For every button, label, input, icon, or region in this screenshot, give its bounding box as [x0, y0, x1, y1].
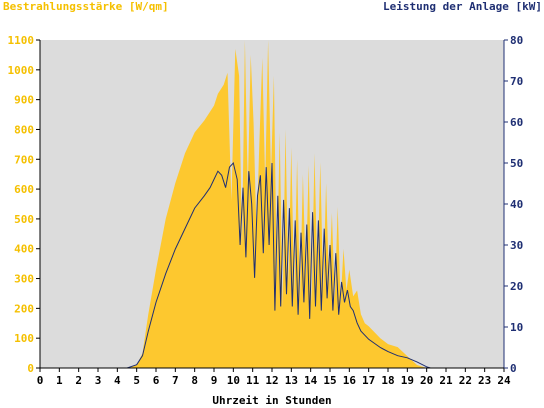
y-left-tick-label: 900 [14, 94, 34, 107]
x-tick-label: 0 [37, 374, 44, 387]
y-left-tick-label: 400 [14, 243, 34, 256]
x-tick-label: 23 [478, 374, 491, 387]
x-tick-label: 8 [191, 374, 198, 387]
x-tick-label: 10 [227, 374, 240, 387]
x-tick-label: 18 [381, 374, 394, 387]
y-left-tick-label: 1000 [8, 64, 35, 77]
x-tick-label: 7 [172, 374, 179, 387]
y-right-tick-label: 80 [510, 34, 523, 47]
x-axis-title: Uhrzeit in Stunden [212, 394, 332, 407]
x-tick-label: 17 [362, 374, 375, 387]
x-tick-label: 24 [497, 374, 511, 387]
x-tick-label: 13 [285, 374, 298, 387]
x-tick-label: 22 [459, 374, 472, 387]
y-left-tick-label: 0 [27, 362, 34, 375]
y-right-tick-label: 0 [510, 362, 517, 375]
y-left-tick-label: 700 [14, 153, 34, 166]
y-right-tick-label: 30 [510, 239, 523, 252]
x-tick-label: 21 [439, 374, 453, 387]
y-right-tick-label: 40 [510, 198, 523, 211]
x-tick-label: 14 [304, 374, 318, 387]
x-tick-label: 6 [153, 374, 160, 387]
y-right-tick-label: 10 [510, 321, 523, 334]
x-tick-label: 15 [323, 374, 336, 387]
y-right-tick-label: 20 [510, 280, 523, 293]
x-tick-label: 1 [56, 374, 63, 387]
x-tick-label: 19 [401, 374, 414, 387]
x-tick-label: 3 [95, 374, 102, 387]
y-right-tick-label: 70 [510, 75, 523, 88]
y-left-tick-label: 300 [14, 273, 34, 286]
irradiance-area [40, 40, 504, 368]
x-tick-label: 4 [114, 374, 121, 387]
x-tick-label: 2 [75, 374, 82, 387]
y-left-tick-label: 100 [14, 332, 34, 345]
y-left-tick-label: 1100 [8, 34, 35, 47]
axis-layer: 0 1 2 3 4 5 6 7 8 9 10 11 12 13 14 15 16 17 18 19 20 21 22 23 24… [8, 34, 524, 387]
x-tick-label: 5 [133, 374, 140, 387]
left-axis-title: Bestrahlungsstärke [W/qm] [3, 0, 169, 13]
y-left-tick-label: 200 [14, 302, 34, 315]
y-left-tick-label: 800 [14, 123, 34, 136]
series-layer [40, 40, 504, 369]
right-axis-title: Leistung der Anlage [kW] [383, 0, 542, 13]
y-left-tick-label: 500 [14, 213, 34, 226]
y-right-tick-label: 60 [510, 116, 523, 129]
y-right-tick-label: 50 [510, 157, 523, 170]
power-line [40, 161, 504, 369]
x-tick-label: 11 [246, 374, 260, 387]
x-tick-label: 16 [343, 374, 357, 387]
y-left-tick-label: 600 [14, 183, 34, 196]
x-tick-label: 20 [420, 374, 433, 387]
x-tick-label: 9 [211, 374, 218, 387]
x-tick-label: 12 [265, 374, 278, 387]
